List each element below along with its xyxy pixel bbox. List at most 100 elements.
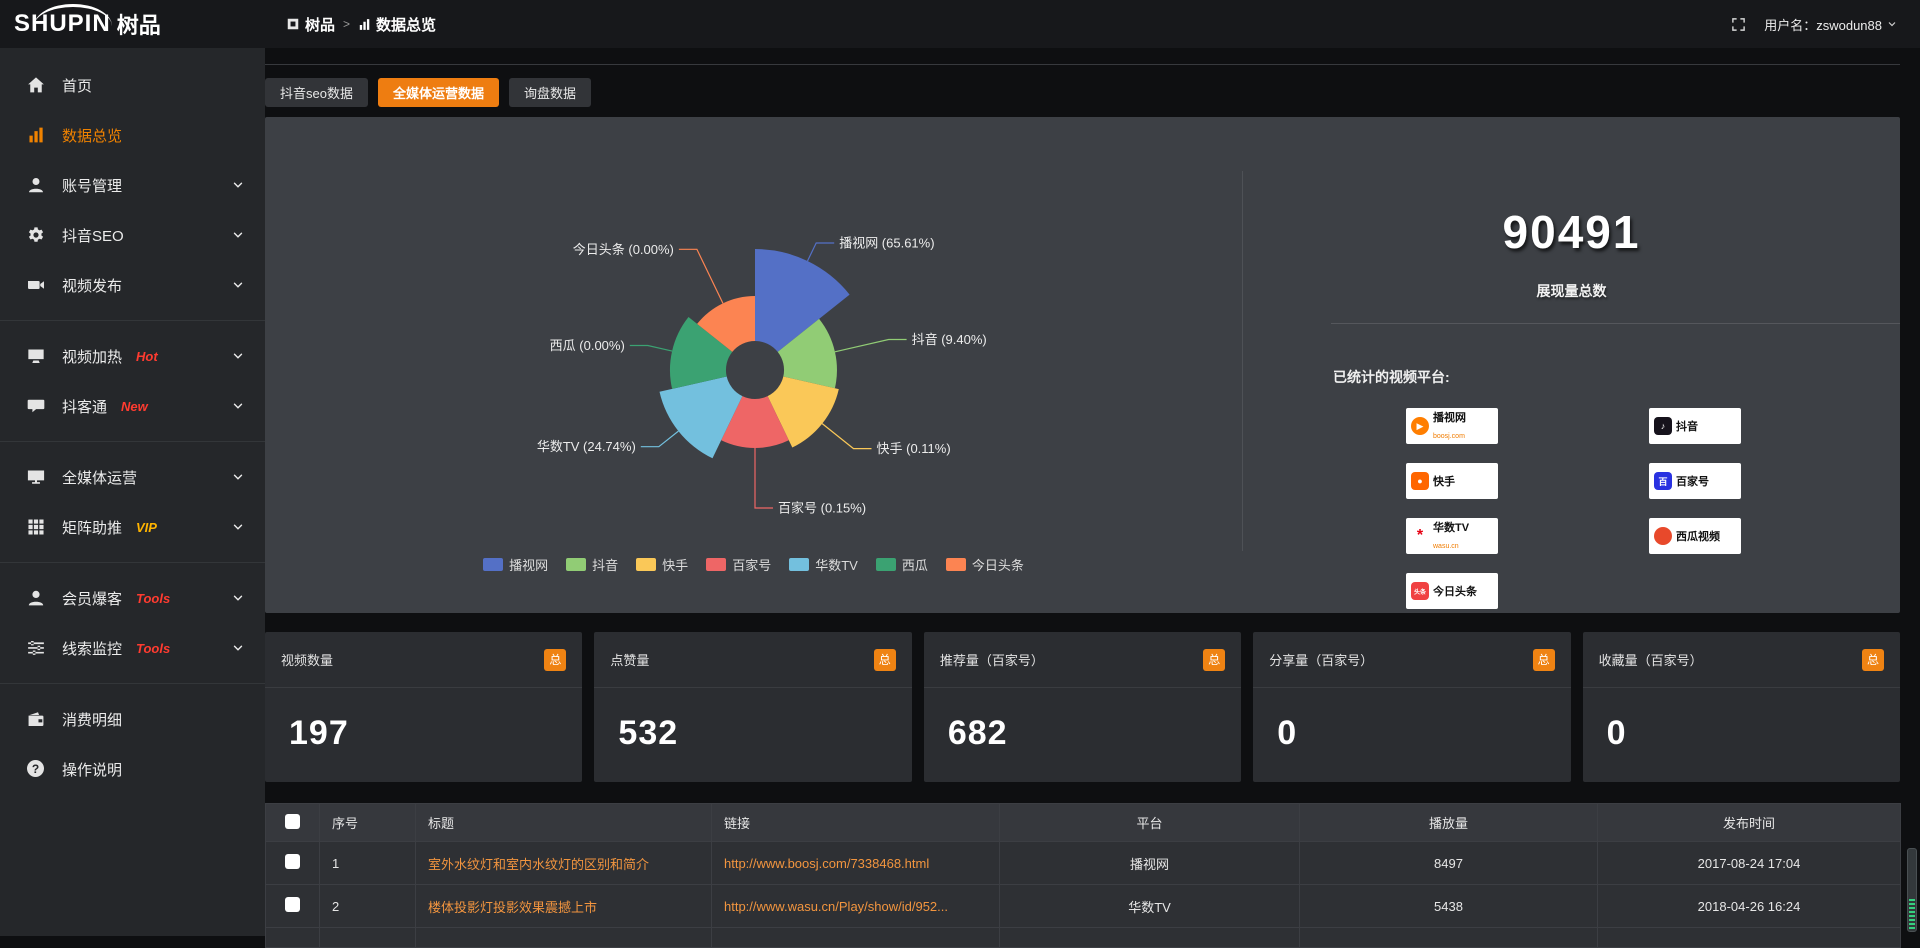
- breadcrumb: 树品 > 数据总览: [286, 14, 436, 35]
- tab-douyin-seo-data[interactable]: 抖音seo数据: [265, 78, 368, 107]
- sidebar-item-account-manage[interactable]: 账号管理: [0, 160, 265, 210]
- row-checkbox[interactable]: [285, 897, 300, 912]
- username-menu[interactable]: 用户名：zswodun88: [1764, 15, 1898, 34]
- app-square-icon: [286, 17, 300, 31]
- legend-swatch: [706, 558, 726, 571]
- table-header-checkbox-cell: [266, 804, 320, 842]
- help-icon: ?: [27, 760, 45, 778]
- boosj-logo-icon: ▶: [1411, 417, 1429, 435]
- row-url-link[interactable]: http://www.boosj.com/7338468.html: [712, 842, 1000, 885]
- legend-label: 今日头条: [972, 555, 1024, 574]
- legend-item-华数TV[interactable]: 华数TV: [789, 555, 858, 574]
- sidebar-item-label: 会员爆客: [62, 588, 122, 609]
- chart-icon: [27, 126, 45, 144]
- stat-card-value: 0: [1253, 688, 1570, 753]
- platform-chip-douyin: ♪抖音: [1649, 408, 1741, 444]
- chevron-down-icon: [231, 520, 245, 534]
- row-url-link[interactable]: http://www.wasu.cn/Play/show/id/952...: [712, 885, 1000, 928]
- total-badge: 总: [874, 649, 896, 671]
- legend-item-抖音[interactable]: 抖音: [566, 555, 618, 574]
- legend-item-快手[interactable]: 快手: [636, 555, 688, 574]
- sidebar-group-divider: [0, 320, 265, 321]
- partial-cell: [1000, 928, 1300, 948]
- total-badge: 总: [1203, 649, 1225, 671]
- table-header-5: 发布时间: [1598, 804, 1901, 842]
- stat-card-value: 0: [1583, 688, 1900, 753]
- scrollbar-thumb[interactable]: [1907, 848, 1917, 932]
- sidebar-item-consume-detail[interactable]: 消费明细: [0, 694, 265, 744]
- pie-label-line: [679, 249, 723, 303]
- chat-icon: [27, 397, 45, 415]
- platforms-label: 已统计的视频平台:: [1333, 367, 1900, 387]
- pie-slice-label: 今日头条 (0.00%): [573, 242, 674, 257]
- select-all-checkbox[interactable]: [285, 814, 300, 829]
- tab-omni-media-data[interactable]: 全媒体运营数据: [378, 78, 499, 107]
- sidebar-item-douyin-seo[interactable]: 抖音SEO: [0, 210, 265, 260]
- row-title-link[interactable]: 室外水纹灯和室内水纹灯的区别和简介: [416, 842, 712, 885]
- row-title-link[interactable]: 楼体投影灯投影效果震撼上市: [416, 885, 712, 928]
- platform-chip-xigua: 西瓜视频: [1649, 518, 1741, 554]
- sidebar-item-data-overview[interactable]: 数据总览: [0, 110, 265, 160]
- stat-card-header: 推荐量（百家号）总: [924, 632, 1241, 688]
- pie-slice-label: 抖音 (9.40%): [912, 332, 987, 347]
- chevron-down-icon: [231, 278, 245, 292]
- sidebar-item-home[interactable]: 首页: [0, 60, 265, 110]
- sidebar-item-help[interactable]: ?操作说明: [0, 744, 265, 794]
- breadcrumb-root[interactable]: 树品: [286, 14, 335, 35]
- pie-slice-华数TV[interactable]: [660, 377, 743, 459]
- legend-item-播视网[interactable]: 播视网: [483, 555, 548, 574]
- sidebar-item-label: 矩阵助推: [62, 517, 122, 538]
- legend-swatch: [876, 558, 896, 571]
- sidebar-item-label: 账号管理: [62, 175, 122, 196]
- platform-chip-text: 百家号: [1676, 473, 1709, 490]
- table-header-4: 播放量: [1300, 804, 1598, 842]
- topbar: SHUPIN 树品 树品 > 数据总览 用户名：zswodun88: [0, 0, 1920, 48]
- row-checkbox[interactable]: [285, 854, 300, 869]
- chevron-down-icon: [231, 641, 245, 655]
- impressions-total-value: 90491: [1243, 205, 1900, 259]
- row-checkbox-cell: [266, 842, 320, 885]
- platform-chip-name: 西瓜视频: [1676, 531, 1720, 543]
- chevron-down-icon: [1886, 18, 1898, 30]
- fullscreen-icon[interactable]: [1731, 17, 1746, 32]
- platform-chip-text: 快手: [1433, 473, 1455, 490]
- breadcrumb-current[interactable]: 数据总览: [358, 14, 436, 35]
- legend-item-西瓜[interactable]: 西瓜: [876, 555, 928, 574]
- sidebar-item-omni-media[interactable]: 全媒体运营: [0, 452, 265, 502]
- legend-item-百家号[interactable]: 百家号: [706, 555, 771, 574]
- pie-slice-label: 华数TV (24.74%): [537, 439, 636, 454]
- tab-inquiry-data[interactable]: 询盘数据: [509, 78, 591, 107]
- table-row-partial: [266, 928, 1901, 948]
- platform-chips-right-column: ♪抖音百百家号西瓜视频: [1649, 408, 1741, 609]
- sidebar-item-badge: New: [121, 399, 148, 414]
- stat-card-header: 视频数量总: [265, 632, 582, 688]
- legend-swatch: [483, 558, 503, 571]
- home-icon: [27, 76, 45, 94]
- sidebar-group-divider: [0, 562, 265, 563]
- partial-cell: [712, 928, 1000, 948]
- sidebar-item-video-publish[interactable]: 视频发布: [0, 260, 265, 310]
- breadcrumb-separator: >: [343, 17, 350, 31]
- row-platform-cell: 播视网: [1000, 842, 1300, 885]
- sidebar-group-divider: [0, 441, 265, 442]
- sidebar-item-badge: Tools: [136, 641, 170, 656]
- stat-card-value: 197: [265, 688, 582, 753]
- legend-item-今日头条[interactable]: 今日头条: [946, 555, 1024, 574]
- sidebar-item-badge: Hot: [136, 349, 158, 364]
